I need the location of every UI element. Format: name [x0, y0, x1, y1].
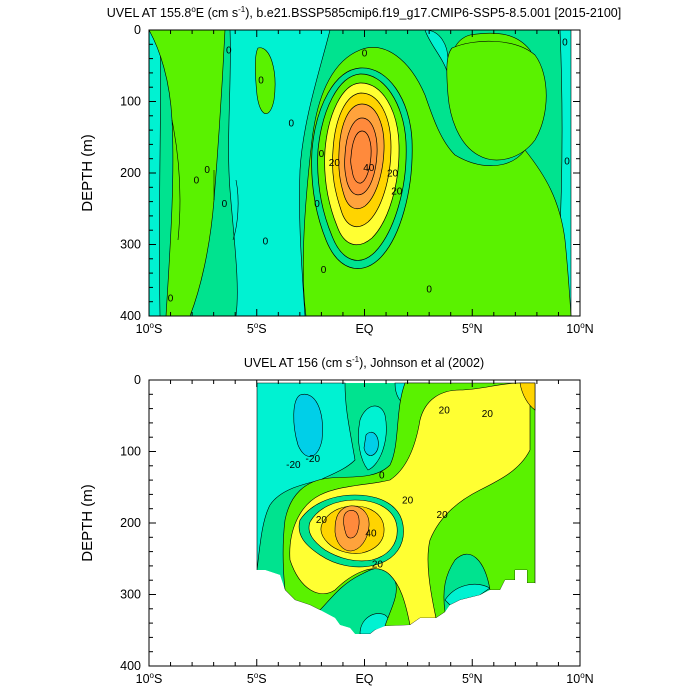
y-tick-label: 100: [120, 445, 141, 459]
x-tick-label: EQ: [355, 322, 373, 336]
fill-level-10-20: [446, 40, 547, 161]
contour-label: 0: [564, 156, 570, 167]
y-tick-label: 0: [134, 23, 141, 37]
contour-line: [171, 119, 181, 241]
contour-label: 0: [362, 48, 368, 59]
panel-obs-ylabel: DEPTH (m): [79, 484, 96, 562]
contour-label: 20: [402, 496, 414, 507]
y-tick-label: 100: [120, 95, 141, 109]
panel-model-ylabel: DEPTH (m): [79, 134, 96, 212]
contour-label: 40: [365, 529, 377, 540]
x-tick-label: 10oN: [566, 321, 593, 336]
contour-label: 20: [482, 409, 494, 420]
contour-label: -20: [286, 460, 301, 471]
x-tick-label: 5oN: [462, 321, 482, 336]
y-tick-label: 200: [120, 166, 141, 180]
x-tick-label: 10oS: [136, 671, 163, 686]
contour-label: 0: [222, 199, 228, 210]
contour-label: 0: [314, 199, 320, 210]
contour-label: 20: [372, 559, 384, 570]
contour-label: 20: [329, 158, 341, 169]
contour-label: 40: [363, 163, 375, 174]
x-tick-label: 10oS: [136, 321, 163, 336]
contour-label: 20: [391, 186, 403, 197]
x-tick-label: 5oN: [462, 671, 482, 686]
contour-label: -20: [306, 454, 321, 465]
contour-line: [232, 179, 239, 241]
y-tick-label: 200: [120, 516, 141, 530]
panel-model-title: UVEL AT 155.8oE (cm s-1), b.e21.BSSP585c…: [107, 5, 621, 20]
fill-level-core-inner: [350, 130, 372, 184]
y-tick-label: 400: [120, 659, 141, 673]
x-tick-label: 5oS: [247, 321, 267, 336]
panel-obs-contour-labels: -20 -20 0 20 20 20 20 40 20 20: [286, 406, 494, 571]
contour-label: 0: [204, 165, 210, 176]
contour-label: 0: [288, 118, 294, 129]
fill-level-core-inner: [343, 510, 360, 539]
contour-label: 0: [321, 265, 327, 276]
contour-label: 20: [387, 169, 399, 180]
fill-level-core: [519, 382, 536, 411]
panel-model: UVEL AT 155.8oE (cm s-1), b.e21.BSSP585c…: [79, 5, 621, 336]
contour-label: 0: [194, 176, 200, 187]
panel-obs-contours: [256, 382, 536, 666]
x-tick-label: 10oN: [566, 671, 593, 686]
contour-label: 20: [439, 406, 451, 417]
fill-level-neg20-neg10: [293, 393, 323, 457]
contour-label: 20: [316, 515, 328, 526]
contour-label: 0: [263, 236, 269, 247]
contour-label: 0: [379, 471, 385, 482]
contour-label: 0: [562, 38, 568, 49]
panel-model-contours: [149, 30, 580, 316]
no-data-mask: [257, 570, 535, 666]
x-tick-label: EQ: [355, 672, 373, 686]
panel-obs-title: UVEL AT 156 (cm s-1), Johnson et al (200…: [244, 355, 484, 370]
contour-label: 0: [168, 294, 174, 305]
contour-label: 0: [258, 76, 264, 87]
y-tick-label: 300: [120, 238, 141, 252]
fill-level-10-20: [254, 47, 276, 114]
contour-label: 0: [226, 46, 232, 57]
contour-label: 0: [426, 284, 432, 295]
panel-obs: UVEL AT 156 (cm s-1), Johnson et al (200…: [79, 355, 594, 686]
y-tick-label: 0: [134, 373, 141, 387]
y-tick-label: 300: [120, 588, 141, 602]
contour-label: 20: [437, 510, 449, 521]
fill-level-neg20-neg10: [363, 431, 379, 456]
fill-level-10-20: [149, 30, 226, 316]
y-tick-label: 400: [120, 309, 141, 323]
fill-level-neg10-0: [444, 584, 491, 606]
contour-label: 0: [319, 149, 325, 160]
x-tick-label: 5oS: [247, 671, 267, 686]
